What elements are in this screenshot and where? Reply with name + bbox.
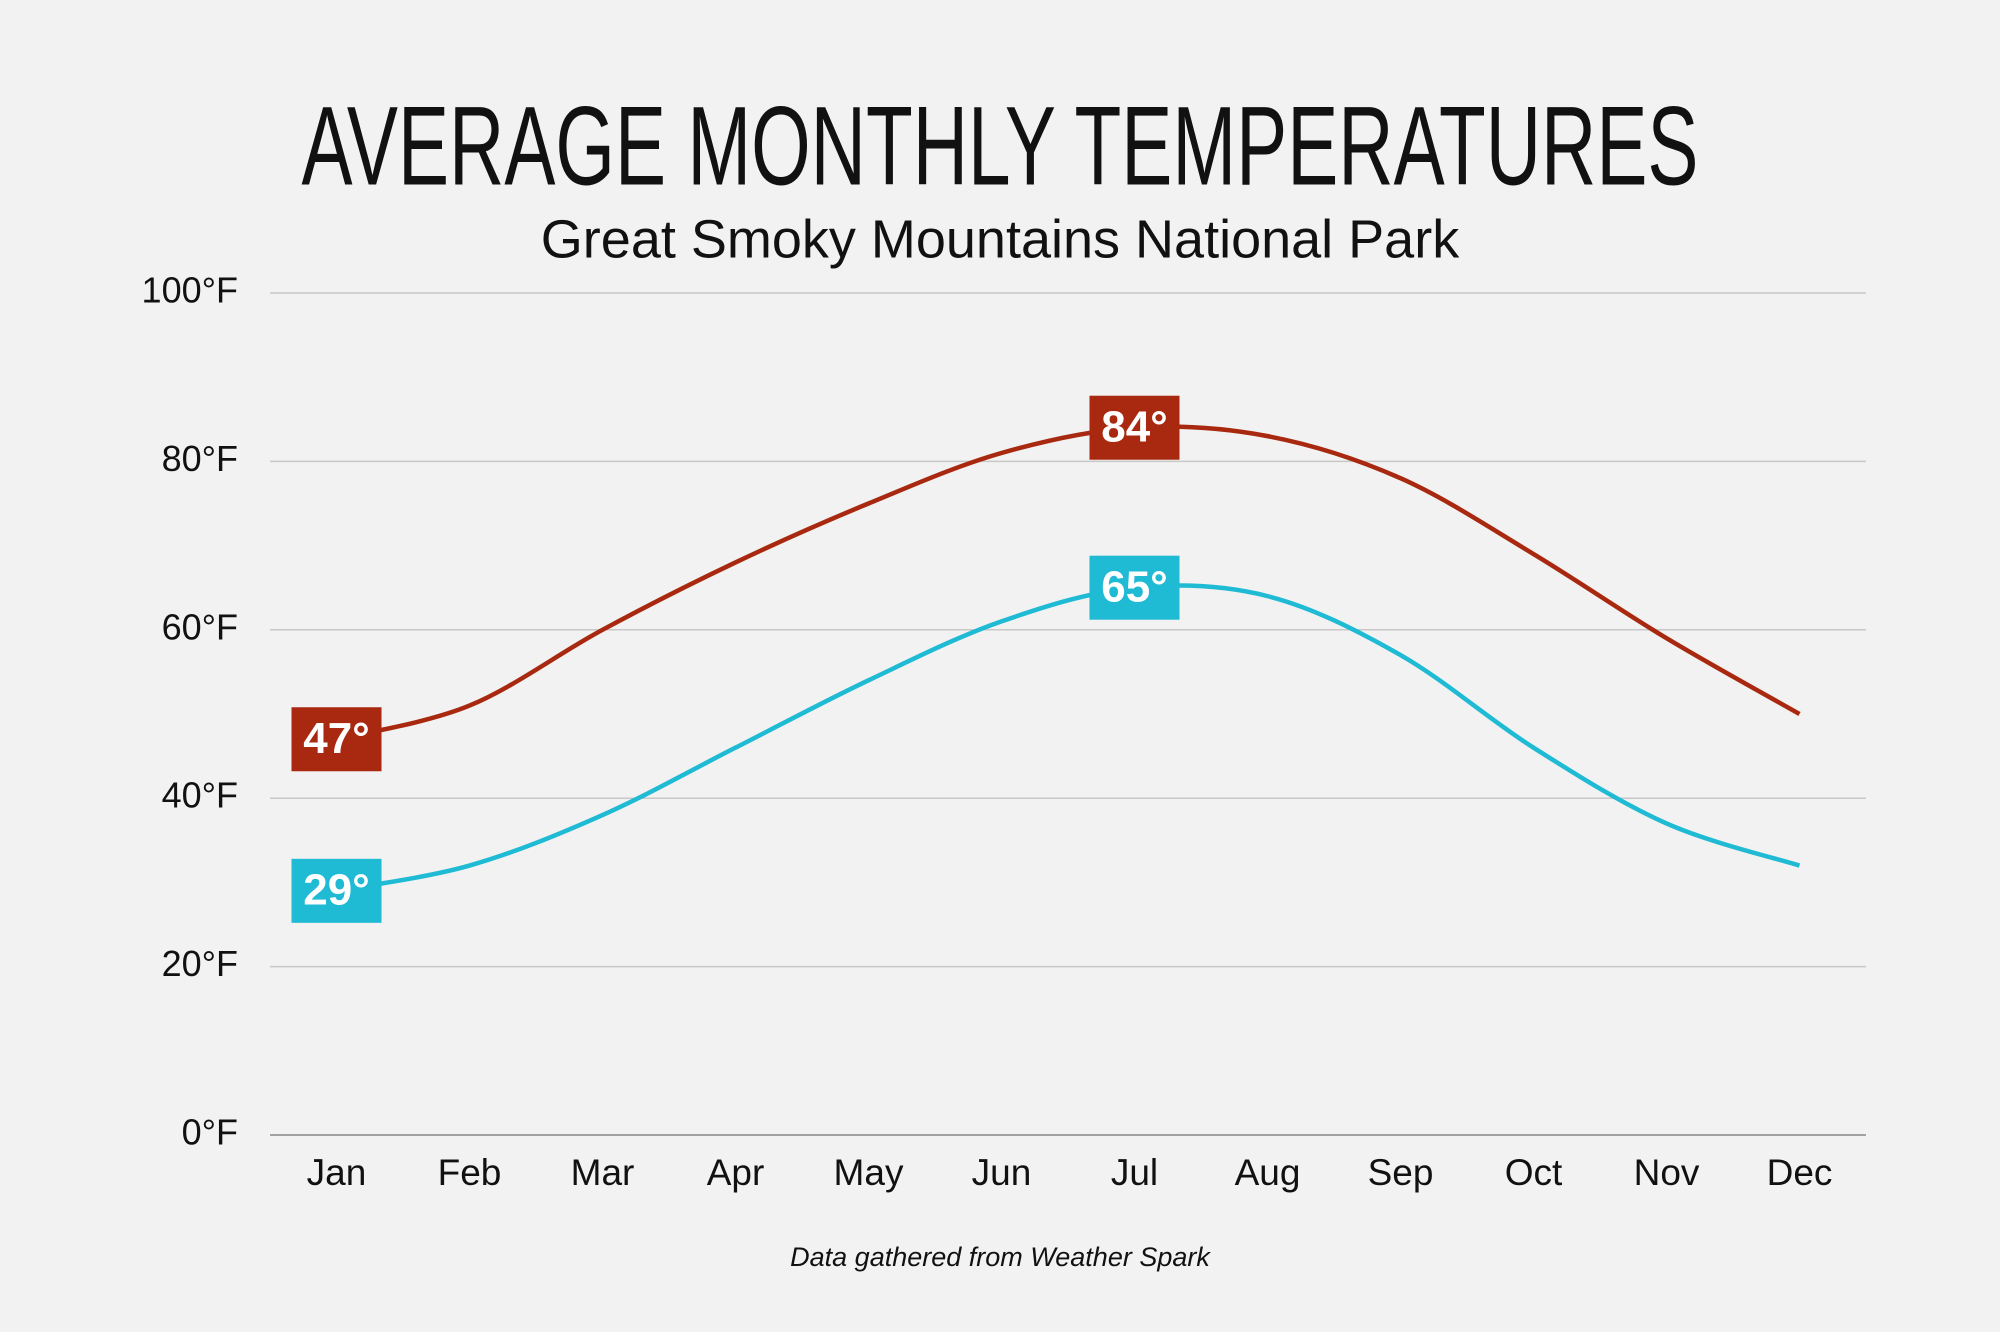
data-label: 65° bbox=[1101, 562, 1168, 611]
line bbox=[335, 424, 1801, 742]
x-tick-label: Aug bbox=[1235, 1152, 1301, 1193]
label-box bbox=[291, 858, 382, 923]
line bbox=[336, 583, 1801, 894]
x-tick-label: Oct bbox=[1505, 1152, 1563, 1193]
label-box bbox=[1089, 395, 1180, 460]
x-tick-label: Nov bbox=[1634, 1152, 1700, 1193]
y-tick-label: 80°F bbox=[162, 438, 238, 479]
x-tick-label: Jul bbox=[1111, 1152, 1158, 1193]
label-box bbox=[291, 707, 382, 772]
x-tick-label: Feb bbox=[438, 1152, 502, 1193]
x-tick-label: Dec bbox=[1767, 1152, 1833, 1193]
footnote: Data gathered from Weather Spark bbox=[790, 1242, 1211, 1272]
x-tick-label: Jan bbox=[307, 1152, 367, 1193]
y-tick-label: 20°F bbox=[162, 943, 238, 984]
label-box bbox=[1089, 555, 1180, 620]
x-tick-label: Mar bbox=[571, 1152, 635, 1193]
x-tick-label: Sep bbox=[1368, 1152, 1434, 1193]
x-tick-label: Jun bbox=[972, 1152, 1032, 1193]
data-label: 84° bbox=[1101, 402, 1168, 451]
y-tick-label: 40°F bbox=[162, 775, 238, 816]
x-tick-label: May bbox=[834, 1152, 904, 1193]
data-label: 29° bbox=[303, 865, 370, 914]
y-tick-label: 0°F bbox=[182, 1112, 238, 1153]
chart-subtitle: Great Smoky Mountains National Park bbox=[541, 209, 1460, 269]
chart-title: AVERAGE MONTHLY TEMPERATURES bbox=[302, 84, 1699, 209]
x-tick-label: Apr bbox=[707, 1152, 765, 1193]
y-tick-label: 100°F bbox=[142, 270, 238, 311]
y-tick-label: 60°F bbox=[162, 606, 238, 647]
data-label: 47° bbox=[303, 714, 370, 763]
